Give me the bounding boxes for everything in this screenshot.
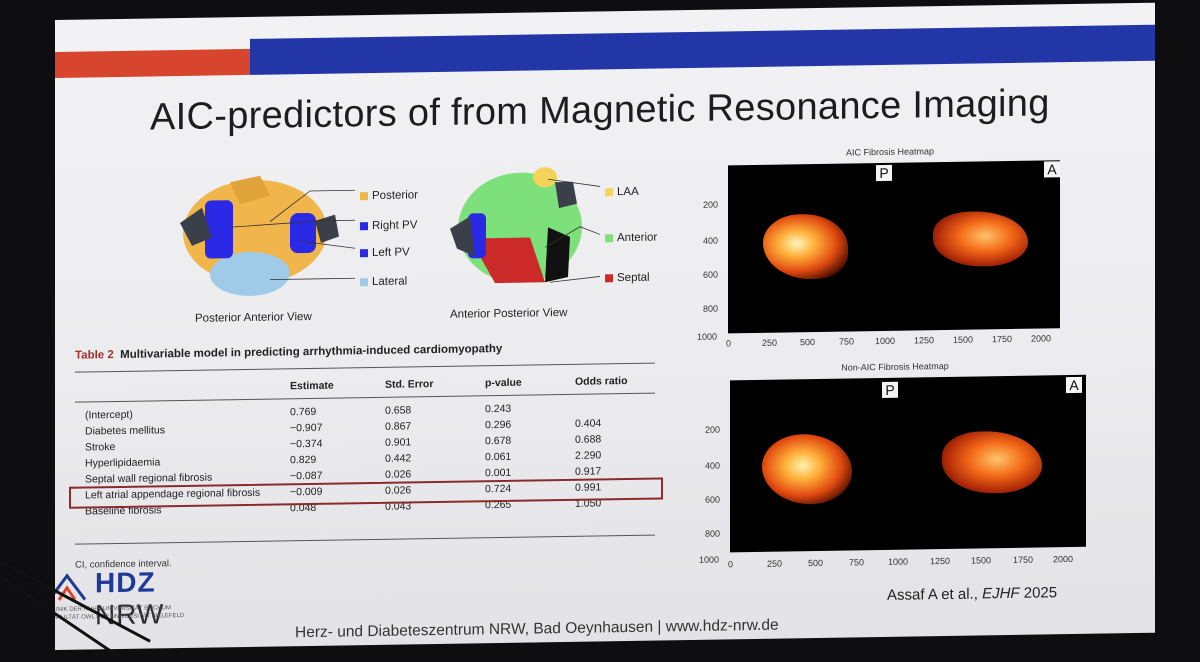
x-tick: 1750	[1013, 554, 1034, 565]
table-bottom-rule	[75, 534, 655, 545]
x-tick: 1000	[888, 556, 909, 567]
heatmap-non-aic-blob-posterior	[762, 433, 852, 505]
x-tick: 0	[728, 559, 734, 570]
label-left-pv: Left PV	[360, 246, 410, 259]
row-value: 2.290	[575, 449, 602, 462]
heatmap-non-aic-title: Non-AIC Fibrosis Heatmap	[841, 360, 949, 373]
label-right-pv: Right PV	[360, 219, 417, 232]
x-tick: 750	[849, 557, 865, 568]
row-label: Septal wall regional fibrosis	[85, 471, 213, 486]
citation: Assaf A et al., EJHF 2025	[887, 584, 1058, 604]
heatmap-aic-a-tag: A	[1044, 161, 1060, 178]
presentation-slide: AIC-predictors of from Magnetic Resonanc…	[55, 2, 1155, 650]
header-red-bar	[55, 48, 250, 78]
table-top-rule	[75, 362, 655, 373]
row-label: Hyperlipidaemia	[85, 456, 161, 470]
y-tick: 800	[705, 528, 721, 539]
x-tick: 1750	[992, 333, 1013, 345]
row-label: (Intercept)	[85, 408, 133, 422]
x-tick: 1000	[875, 335, 896, 347]
table-header: Estimate Std. Error p-value Odds ratio	[290, 375, 628, 393]
table-row: (Intercept) 0.769 0.658 0.243	[75, 400, 675, 422]
y-tick: 1000	[697, 331, 718, 342]
heatmap-aic-plot: P A	[728, 160, 1060, 334]
row-value: −0.374	[290, 437, 323, 451]
row-label: Diabetes mellitus	[85, 424, 165, 438]
label-septal: Septal	[605, 272, 650, 285]
x-tick: 1500	[953, 334, 974, 345]
heatmap-non-aic-plot: P A	[730, 374, 1086, 553]
table-row: Diabetes mellitus −0.907 0.867 0.296 0.404	[75, 416, 675, 437]
header-blue-bar	[250, 24, 1155, 75]
x-tick: 250	[762, 337, 778, 348]
row-value: 0.688	[575, 433, 602, 446]
y-tick: 400	[703, 235, 719, 246]
row-value: 0.901	[385, 436, 412, 449]
row-value: 0.026	[385, 468, 412, 481]
heatmap-non-aic-blob-anterior	[942, 430, 1042, 495]
x-tick: 2000	[1031, 333, 1052, 344]
logo-wordmark: HDZ NRW	[95, 566, 165, 631]
heatmap-aic-p-tag: P	[876, 164, 892, 182]
label-anterior: Anterior	[605, 232, 657, 245]
posterior-atrium-model	[180, 167, 601, 296]
row-value: 0.001	[485, 466, 512, 480]
x-tick: 1250	[914, 335, 935, 346]
row-value: 0.442	[385, 452, 412, 465]
atrium-models: Posterior Right PV Left PV Lateral Poste…	[150, 155, 670, 343]
x-tick: 1250	[930, 555, 951, 567]
x-tick: 2000	[1053, 554, 1074, 565]
row-value: 0.404	[575, 417, 602, 430]
results-table: Table 2 Multivariable model in predictin…	[69, 340, 675, 571]
row-value: −0.907	[290, 421, 323, 435]
row-value: 0.658	[385, 404, 412, 417]
y-tick: 800	[703, 303, 719, 314]
row-value: 0.867	[385, 420, 412, 433]
x-tick: 500	[808, 557, 824, 569]
x-tick: 0	[726, 338, 732, 349]
slide-title: AIC-predictors of from Magnetic Resonanc…	[150, 82, 1050, 139]
y-tick: 200	[705, 424, 721, 435]
y-tick: 1000	[699, 554, 720, 565]
anterior-view-caption: Anterior Posterior View	[450, 306, 568, 321]
heatmap-aic-blob-anterior	[933, 210, 1028, 268]
y-tick: 600	[703, 269, 719, 280]
logo-mark-icon	[55, 573, 87, 601]
table-row: Septal wall regional fibrosis −0.087 0.026…	[75, 464, 675, 485]
row-value: 0.917	[575, 465, 602, 478]
heatmap-aic-title: AIC Fibrosis Heatmap	[845, 146, 935, 158]
row-label: Stroke	[85, 441, 116, 454]
table-title: Table 2 Multivariable model in predictin…	[75, 342, 503, 362]
label-lateral: Lateral	[360, 275, 407, 288]
posterior-view-caption: Posterior Anterior View	[195, 310, 312, 325]
row-value: 0.243	[485, 402, 512, 416]
row-value: 0.296	[485, 418, 512, 432]
logo-university: UNIVERSITÄTSKLINIK DER RUHR-UNIVERSITÄT …	[55, 605, 185, 622]
x-tick: 500	[800, 337, 816, 348]
heatmap-non-aic-a-tag: A	[1066, 376, 1082, 394]
y-tick: 600	[705, 494, 721, 505]
x-tick: 1500	[971, 555, 992, 566]
label-posterior: Posterior	[360, 189, 418, 202]
heatmap-non-aic-p-tag: P	[882, 381, 898, 399]
row-value: 0.769	[290, 405, 317, 419]
row-value: −0.087	[290, 469, 323, 483]
row-value: 0.829	[290, 453, 317, 467]
label-laa: LAA	[605, 186, 639, 199]
row-value: 0.061	[485, 450, 512, 464]
x-tick: 750	[839, 336, 855, 347]
table-header-rule	[75, 392, 655, 403]
table-row: Stroke −0.374 0.901 0.678 0.688	[75, 432, 675, 453]
heatmap-aic-blob-posterior	[763, 213, 848, 280]
table-row: Hyperlipidaemia 0.829 0.442 0.061 2.290	[75, 448, 675, 469]
y-tick: 400	[705, 460, 721, 471]
x-tick: 250	[767, 558, 783, 569]
y-tick: 200	[703, 199, 719, 210]
row-value: 0.678	[485, 434, 512, 448]
slide-footer: Herz- und Diabeteszentrum NRW, Bad Oeynh…	[295, 616, 779, 642]
